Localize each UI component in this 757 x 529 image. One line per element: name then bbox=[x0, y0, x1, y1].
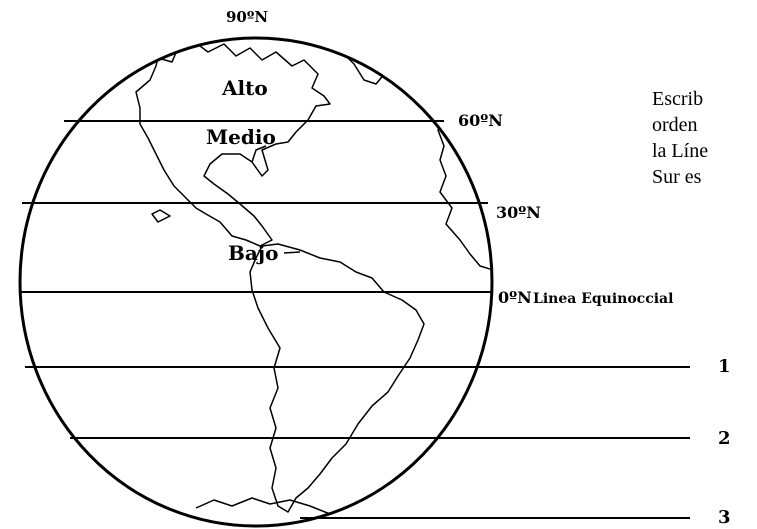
answer-number-3: 3 bbox=[718, 507, 731, 528]
answer-number-1: 1 bbox=[718, 356, 731, 377]
globe-outline bbox=[18, 36, 494, 528]
instruction-line: la Líne bbox=[652, 140, 709, 162]
instruction-text: Escrib orden la Líne Sur es bbox=[652, 86, 757, 190]
instruction-line: Escrib bbox=[652, 88, 704, 110]
zone-medio-label: Medio bbox=[206, 125, 276, 149]
answer-number-2: 2 bbox=[718, 428, 731, 449]
zone-bajo-label: Bajo bbox=[228, 241, 278, 265]
instruction-line: orden bbox=[652, 114, 698, 136]
equator-name-label: Linea Equinoccial bbox=[533, 291, 673, 307]
americas-outline bbox=[135, 38, 492, 526]
latitude-30n-label: 30ºN bbox=[496, 203, 541, 222]
instruction-line: Sur es bbox=[652, 166, 702, 188]
latitude-0n-label: 0ºN bbox=[498, 288, 532, 307]
zone-alto-label: Alto bbox=[221, 76, 268, 100]
latitude-90n-label: 90ºN bbox=[226, 8, 268, 26]
latitude-60n-label: 60ºN bbox=[458, 111, 503, 130]
